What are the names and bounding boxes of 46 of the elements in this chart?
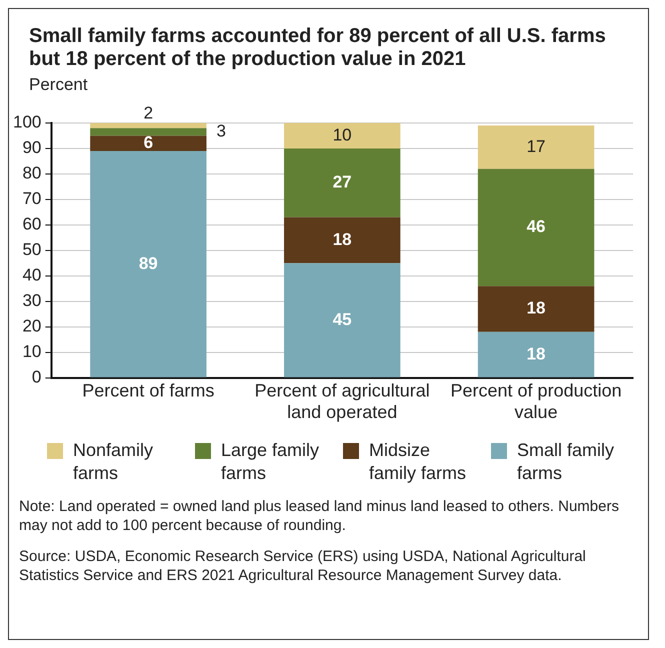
bar: [478, 168, 594, 286]
legend-label: Nonfamily farms: [73, 439, 154, 485]
text: Note: Land operated = owned land plus leased land minus land leased to others. Numbers may not add to 100 percent because of rounding.: [18, 497, 620, 535]
legend-label: Small family farms: [517, 439, 616, 485]
bar: [90, 128, 206, 136]
y-tick-label: 60: [22, 214, 42, 234]
legend-label: Midsize family farms: [369, 439, 468, 485]
bar: [284, 148, 400, 218]
y-tick-label: 10: [22, 342, 42, 362]
bar: [478, 332, 594, 378]
y-axis-title: Percent: [28, 74, 89, 95]
y-tick-label: 50: [22, 240, 42, 260]
data-label: 2: [144, 104, 154, 123]
x-tick-label: Percent of agricultural land operated: [254, 380, 430, 422]
y-tick-label: 30: [22, 291, 42, 310]
bar: [478, 286, 594, 332]
y-tick-label: 20: [22, 316, 42, 336]
x-tick-label: Percent of farms: [82, 380, 214, 401]
y-tick-label: 0: [32, 367, 42, 386]
bar: [284, 217, 400, 264]
data-label: 27: [332, 172, 352, 192]
y-tick-label: 70: [22, 189, 42, 208]
bar: [90, 136, 206, 152]
data-label: 18: [526, 298, 546, 318]
data-label: 89: [138, 254, 158, 273]
y-tick-label: 40: [22, 266, 42, 285]
source-note: Source: USDA, Economic Research Service (ERS) using USDA, National Agricultural Statistics Service and ERS 2021 Agricultural Resource Management Survey data.: [18, 547, 587, 585]
data-label: 46: [526, 217, 546, 236]
data-label: 18: [526, 344, 546, 364]
y-tick-label: 100: [12, 112, 42, 132]
data-label: 17: [526, 136, 546, 156]
bar: [90, 123, 206, 128]
x-tick-label: Percent of production value: [450, 380, 622, 422]
data-label: 18: [332, 230, 352, 249]
data-label: 3: [216, 122, 226, 141]
data-label: 6: [144, 133, 154, 152]
legend-label: Large family farms: [221, 439, 320, 485]
chart-title: Small family farms accounted for 89 percent of all U.S. farms but 18 percent of the production value in 2021: [28, 25, 607, 71]
data-label: 45: [332, 310, 352, 329]
y-tick-label: 90: [22, 138, 42, 158]
data-label: 10: [332, 125, 352, 144]
bar: [90, 151, 206, 378]
bar: [284, 263, 400, 378]
y-tick-label: 80: [22, 164, 42, 183]
bar: [478, 126, 594, 169]
bar: [284, 123, 400, 148]
